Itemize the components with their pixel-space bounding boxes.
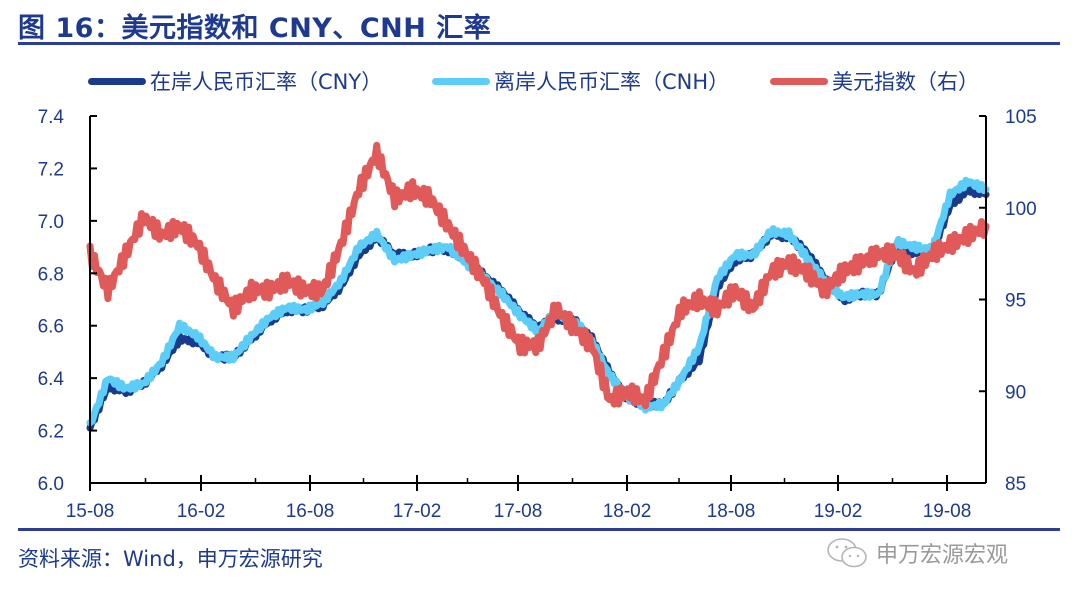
x-tick-label: 17-02: [393, 501, 442, 522]
x-tick-label: 16-08: [286, 501, 335, 522]
cny-line: [86, 184, 990, 432]
plot-lines: [86, 141, 990, 432]
right-tick-label: 105: [1005, 107, 1037, 128]
legend-label-cnh: 离岸人民币汇率（CNH）: [494, 70, 730, 94]
chart-legend: 在岸人民币汇率（CNY） 离岸人民币汇率（CNH） 美元指数（右）: [0, 66, 1080, 100]
left-tick-label: 6.6: [38, 317, 64, 338]
legend-label-dxy: 美元指数（右）: [832, 70, 979, 94]
x-tick-label: 18-08: [707, 501, 756, 522]
figure-title: 图 16：美元指数和 CNY、CNH 汇率: [18, 13, 492, 44]
x-tick-label: 19-02: [814, 501, 863, 522]
left-tick-label: 6.2: [38, 422, 64, 443]
right-axis-labels: 85 90 95 100 105: [1005, 107, 1037, 495]
left-tick-label: 7.0: [38, 212, 64, 233]
right-tick-label: 90: [1005, 382, 1026, 403]
legend-swatch-cny: [88, 77, 146, 85]
left-tick-label: 7.4: [38, 107, 65, 128]
left-axis-labels: 6.0 6.2 6.4 6.6 6.8 7.0 7.2 7.4: [38, 107, 65, 495]
legend-item-cny[interactable]: 在岸人民币汇率（CNY）: [88, 66, 382, 96]
x-tick-label: 15-08: [66, 501, 115, 522]
watermark: 申万宏源宏观: [826, 536, 1008, 570]
right-tick-label: 100: [1005, 199, 1037, 220]
source-note: 资料来源：Wind，申万宏源研究: [18, 547, 323, 571]
left-tick-label: 6.4: [38, 369, 65, 390]
wechat-icon: [827, 538, 867, 568]
left-tick-label: 6.8: [38, 264, 64, 285]
legend-item-cnh[interactable]: 离岸人民币汇率（CNH）: [432, 66, 729, 96]
right-tick-label: 95: [1005, 291, 1026, 312]
legend-swatch-cnh: [432, 77, 490, 85]
title-underline: [18, 42, 1060, 45]
legend-item-dxy[interactable]: 美元指数（右）: [770, 66, 979, 96]
watermark-text: 申万宏源宏观: [876, 543, 1009, 568]
x-tick-label: 16-02: [177, 501, 226, 522]
dxy-line: [86, 141, 990, 410]
legend-label-cny: 在岸人民币汇率（CNY）: [150, 70, 383, 94]
x-axis-labels: 15-08 16-02 16-08 17-02 17-08 18-02 18-08 19-02…: [66, 501, 972, 522]
left-tick-label: 6.0: [38, 474, 64, 495]
footer-rule: [18, 528, 1060, 531]
legend-swatch-dxy: [770, 77, 828, 85]
x-tick-label: 19-08: [923, 501, 972, 522]
left-tick-label: 7.2: [38, 159, 64, 180]
axis-ticks: [89, 115, 986, 491]
right-tick-label: 85: [1005, 474, 1026, 495]
cnh-line: [86, 176, 990, 427]
x-tick-label: 18-02: [603, 501, 652, 522]
x-tick-label: 17-08: [494, 501, 543, 522]
